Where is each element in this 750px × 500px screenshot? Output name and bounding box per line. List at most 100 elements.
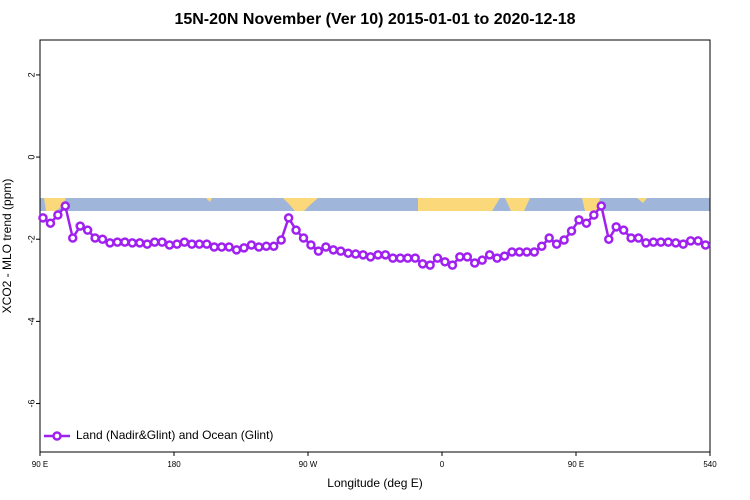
- y-tick-label: -4: [26, 317, 36, 325]
- point: [68, 233, 78, 243]
- point: [291, 225, 301, 235]
- point: [306, 240, 316, 250]
- point: [224, 242, 234, 252]
- y-axis-label: XCO2 - MLO trend (ppm): [0, 179, 14, 314]
- point: [663, 237, 674, 247]
- point: [254, 242, 264, 252]
- x-tick-label: 90 W: [299, 460, 318, 469]
- point: [75, 221, 85, 231]
- point: [358, 250, 368, 260]
- point: [350, 249, 361, 259]
- point: [313, 246, 324, 256]
- point: [157, 237, 167, 247]
- point: [432, 253, 443, 263]
- point: [551, 239, 562, 249]
- point: [231, 245, 242, 255]
- point: [440, 257, 450, 267]
- point: [328, 245, 339, 255]
- point: [276, 235, 286, 245]
- x-tick-label: 540: [703, 460, 717, 469]
- point: [671, 238, 681, 248]
- chart-title: 15N-20N November (Ver 10) 2015-01-01 to …: [174, 11, 575, 28]
- point: [589, 210, 599, 220]
- point: [574, 215, 584, 225]
- point: [112, 237, 123, 247]
- point: [499, 251, 510, 261]
- point: [403, 253, 413, 263]
- point: [380, 250, 391, 260]
- point: [484, 250, 495, 260]
- point: [678, 239, 688, 249]
- point: [269, 241, 279, 251]
- point: [202, 239, 212, 249]
- point: [120, 237, 130, 247]
- legend-label: Land (Nadir&Glint) and Ocean (Glint): [76, 428, 273, 442]
- point: [298, 233, 309, 243]
- y-tick-label: -6: [26, 400, 36, 408]
- point: [179, 237, 190, 247]
- point: [149, 237, 160, 247]
- point: [321, 242, 331, 252]
- point: [395, 253, 406, 263]
- point: [633, 233, 644, 243]
- point: [142, 239, 152, 249]
- point: [336, 246, 346, 256]
- point: [239, 243, 249, 253]
- point: [246, 240, 257, 250]
- point: [626, 233, 636, 243]
- point: [522, 247, 532, 257]
- point: [410, 253, 420, 263]
- point: [45, 218, 56, 228]
- point: [544, 233, 554, 243]
- x-tick-label: 90 E: [32, 460, 48, 469]
- point: [105, 238, 115, 248]
- map-band: [40, 198, 710, 211]
- point: [462, 252, 473, 262]
- point: [596, 201, 607, 211]
- y-tick-label: -2: [26, 235, 36, 243]
- point: [164, 240, 175, 250]
- point: [559, 235, 569, 245]
- point: [537, 241, 547, 251]
- point: [90, 233, 100, 243]
- point: [82, 225, 93, 235]
- legend-marker: [52, 431, 62, 441]
- point: [507, 247, 517, 257]
- point: [194, 239, 205, 249]
- x-tick-label: 0: [440, 460, 445, 469]
- point: [447, 260, 458, 270]
- point: [566, 226, 577, 236]
- y-tick-label: 2: [26, 72, 36, 77]
- point: [209, 242, 219, 252]
- point: [685, 236, 696, 246]
- point: [135, 238, 145, 248]
- point: [656, 237, 666, 247]
- point: [700, 240, 711, 250]
- point: [648, 237, 659, 247]
- point: [470, 258, 480, 268]
- point: [611, 222, 621, 232]
- point: [604, 234, 614, 244]
- point: [60, 201, 71, 211]
- point: [283, 213, 294, 223]
- point: [365, 252, 376, 262]
- point: [529, 247, 540, 257]
- point: [343, 248, 353, 258]
- point: [38, 213, 48, 223]
- point: [373, 250, 383, 260]
- point: [417, 259, 428, 269]
- point: [514, 247, 525, 257]
- point: [425, 260, 435, 270]
- point: [641, 238, 651, 248]
- point: [261, 241, 272, 251]
- x-tick-label: 180: [167, 460, 181, 469]
- y-tick-label: 0: [26, 155, 36, 160]
- point: [187, 239, 197, 249]
- point: [455, 252, 465, 262]
- point: [492, 253, 502, 263]
- x-tick-label: 90 E: [568, 460, 584, 469]
- point: [693, 236, 703, 246]
- point: [388, 253, 398, 263]
- point: [127, 238, 138, 248]
